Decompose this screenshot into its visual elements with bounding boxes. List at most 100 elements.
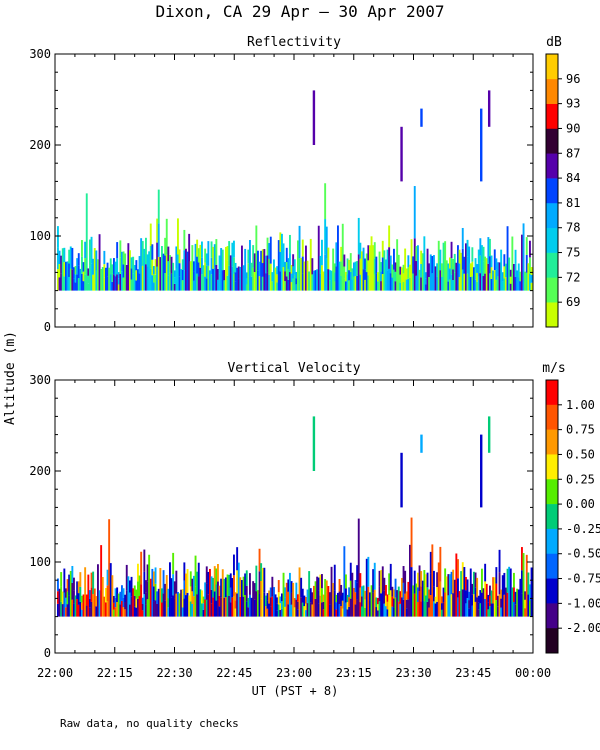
echo-column [420,586,423,602]
echo-column [341,600,344,609]
echo-column [221,569,224,617]
echo-column [474,587,477,602]
echo-column [529,600,531,617]
echo-column [156,266,159,291]
echo-column [149,245,152,269]
echo-column [420,250,423,264]
echo-column [138,596,141,617]
echo-column [209,270,211,291]
echo-column [359,573,362,588]
echo-column [484,273,487,291]
echo-column [132,256,135,274]
echo-column [234,592,237,601]
echo-column [385,259,387,291]
echo-column [263,592,266,617]
echo-column [217,599,219,617]
echo-column [428,276,431,291]
echo-column [357,254,360,291]
echo-column [378,570,381,587]
echo-column [492,270,495,281]
echo-column [495,600,498,617]
echo-column [289,572,291,617]
echo-column [76,274,79,291]
echo-column [364,258,367,270]
echo-column [73,278,75,291]
echo-column [436,587,439,602]
echo-column [338,261,341,291]
echo-column [114,607,117,617]
echo-column [266,272,269,291]
echo-column [215,600,218,617]
echo-column [500,598,503,608]
echo-column [68,574,71,596]
y-tick-label: 300 [29,47,51,61]
echo-column [220,597,223,617]
echo-column [455,262,458,291]
echo-column [277,580,280,593]
echo-column [63,592,66,617]
echo-column [135,270,138,281]
echo-column [145,592,147,605]
echo-column [245,601,248,617]
echo-column [324,579,327,617]
echo-column [245,284,248,291]
echo-column [151,568,154,617]
echo-column [252,581,255,617]
echo-column [245,278,248,285]
echo-column [461,227,464,249]
echo-column [373,562,376,590]
echo-column [425,595,427,617]
echo-column [89,598,91,608]
echo-column [186,251,189,291]
x-tick-label: 23:15 [336,666,372,680]
colorbar-label: -0.75 [566,572,600,586]
elevated-echo [420,434,423,453]
echo-column [346,274,349,291]
echo-column [177,254,179,291]
echo-column [503,594,506,617]
echo-column [439,249,442,271]
echo-column [423,585,426,602]
colorbar-label: 0.00 [566,497,595,511]
echo-column [241,580,243,617]
echo-column [396,590,399,617]
echo-column [388,268,391,291]
echo-column [506,592,509,617]
echo-column [108,267,111,291]
echo-column [135,598,138,608]
echo-column [279,596,282,604]
colorbar-label: 69 [566,295,580,309]
echo-column [458,249,461,264]
echo-column [348,587,351,598]
echo-column [289,253,291,273]
echo-column [257,270,259,291]
echo-column [399,603,402,617]
echo-column [380,271,383,282]
echo-column [247,263,250,277]
echo-column [167,246,170,262]
echo-column [329,270,331,281]
echo-column [530,274,533,283]
echo-column [186,569,189,593]
echo-column [277,604,280,617]
echo-column [89,590,91,599]
echo-column [169,255,171,273]
echo-column [66,276,69,291]
echo-column [149,268,152,291]
echo-column [393,248,395,270]
echo-column [511,263,514,291]
echo-column [429,573,432,596]
echo-column [417,587,419,602]
echo-column [500,607,503,617]
echo-column [268,258,271,275]
echo-column [369,608,371,617]
echo-column [418,269,421,291]
echo-column [122,251,125,265]
echo-column [261,567,264,617]
echo-column [159,257,162,291]
echo-column [191,591,194,604]
echo-column [298,567,301,617]
echo-column [245,272,248,279]
echo-column [210,241,213,258]
echo-column [439,581,442,617]
